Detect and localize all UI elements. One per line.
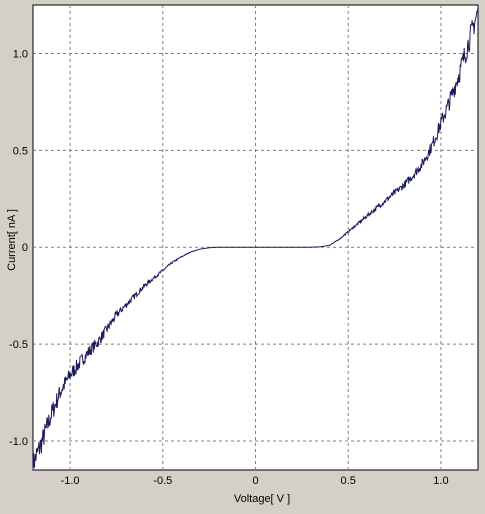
x-tick-label: 0 [252,475,258,487]
y-axis-label: Current[ nA ] [6,209,18,271]
plot-area [32,4,479,471]
x-tick-label: -0.5 [153,475,172,487]
x-tick-label: -1.0 [61,475,80,487]
x-tick-label: 1.0 [433,475,448,487]
y-tick-label: 0.5 [13,145,28,157]
series-layer [32,5,479,471]
x-tick-label: 0.5 [341,475,356,487]
y-tick-label: -1.0 [9,436,28,448]
tick-layer: -1.0 -0.5 0 0.5 1.0 -1.0 -0.5 0 0.5 1.0 [9,48,449,487]
series-line [32,5,479,471]
y-tick-label: -0.5 [9,339,28,351]
y-tick-label: 0 [22,242,28,254]
x-axis-label: Voltage[ V ] [234,493,290,505]
y-tick-label: 1.0 [13,48,28,60]
